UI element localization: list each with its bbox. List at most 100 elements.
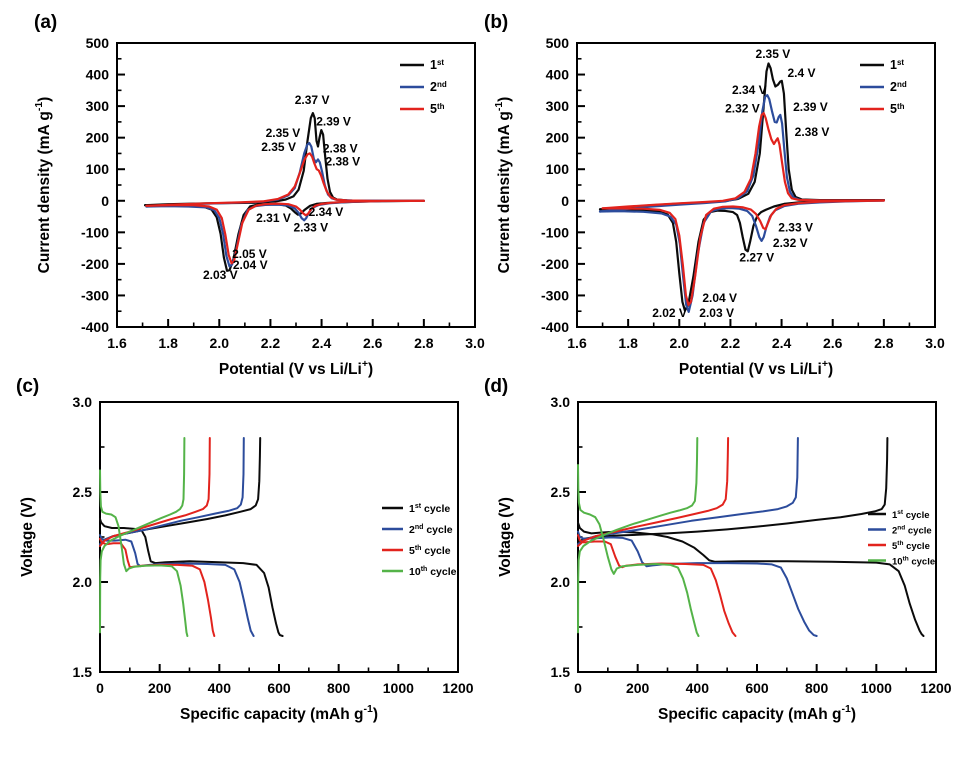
peak-annotation: 2.03 V [203,268,238,282]
series-line-5th [601,111,885,210]
svg-text:2.0: 2.0 [670,335,690,351]
series-line-10th-cycle [577,437,699,634]
svg-text:2.4: 2.4 [772,335,792,351]
legend-label: 5th cycle [892,540,930,552]
series-line-10th-cycle [577,464,700,637]
peak-annotations: 2.35 V 2.4 V 2.34 V 2.32 V 2.39 V 2.38 V 2.33 … [652,47,829,320]
axes: 0 200 400 600 800 1000 1200 1.5 2.0 2.5 3.0 Specifi… [19,394,474,723]
svg-text:800: 800 [805,680,829,696]
legend-label: 1st cycle [409,503,450,515]
svg-text:2.0: 2.0 [551,574,571,590]
peak-annotation: 2.04 V [233,258,268,272]
svg-text:-300: -300 [541,287,569,303]
svg-text:-100: -100 [81,224,109,240]
svg-text:100: 100 [546,161,570,177]
legend-label: 2nd​ [890,80,907,94]
svg-text:0: 0 [101,193,109,209]
svg-text:3.0: 3.0 [73,394,93,410]
svg-text:400: 400 [546,67,570,83]
peak-annotation: 2.34 V [309,205,344,219]
svg-text:100: 100 [86,161,110,177]
svg-text:400: 400 [686,680,710,696]
svg-text:-200: -200 [541,256,569,272]
panel-label-c: (c) [16,376,40,397]
svg-text:0: 0 [96,680,104,696]
x-axis-title: Potential (V vs Li/Li+) [219,358,373,378]
svg-text:400: 400 [86,67,110,83]
x-axis-title: Specific capacity (mAh g-1) [658,703,856,723]
legend-label: 2nd​ [430,80,447,94]
svg-text:500: 500 [86,35,110,51]
legend-label: 10th cycle [409,566,457,578]
peak-annotation: 2.02 V [652,306,687,320]
legend-label: 1st cycle [892,509,930,521]
peak-annotation: 2.31 V [256,211,291,225]
series-line-5th-cycle [577,534,737,637]
peak-annotation: 2.04 V [702,291,737,305]
svg-text:600: 600 [745,680,769,696]
series-line-2nd-cycle [577,437,799,546]
svg-text:-200: -200 [81,256,109,272]
legend-label: 10th cycle [892,556,935,568]
svg-text:1.8: 1.8 [158,335,178,351]
peak-annotation: 2.33 V [778,220,813,234]
peak-annotation: 2.35 V [266,126,301,140]
axes: 1.6 1.8 2.0 2.2 2.4 2.6 2.8 3.0 -400 -300 -200 -100… [493,35,945,378]
svg-text:200: 200 [148,680,172,696]
svg-text:3.0: 3.0 [925,335,945,351]
peak-annotation: 2.35 V [756,47,791,61]
axes: 1.6 1.8 2.0 2.2 2.4 2.6 2.8 3.0 -400 -300 -200 -100… [33,35,485,378]
peak-annotation: 2.35 V [261,140,296,154]
svg-text:200: 200 [546,130,570,146]
series-line-5th [145,199,425,265]
svg-text:1.6: 1.6 [107,335,127,351]
svg-text:2.5: 2.5 [551,484,571,500]
svg-text:300: 300 [86,98,110,114]
svg-text:200: 200 [86,130,110,146]
y-axis-title: Voltage (V) [497,497,514,577]
legend-label: 5th cycle [409,545,451,557]
peak-annotation: 2.39 V [316,115,351,129]
peak-annotation: 2.39 V [793,100,828,114]
svg-text:2.6: 2.6 [823,335,843,351]
y-axis-title: Voltage (V) [19,497,36,577]
series-line-5th [145,152,425,207]
series [577,437,925,637]
svg-text:3.0: 3.0 [465,335,485,351]
svg-text:600: 600 [267,680,291,696]
axes: 0 200 400 600 800 1000 1200 1.5 2.0 2.5 3.0 Specifi… [497,394,952,723]
svg-text:2.8: 2.8 [414,335,434,351]
svg-text:-300: -300 [81,287,109,303]
peak-annotation: 2.4 V [788,66,816,80]
peak-annotation: 2.38 V [795,125,830,139]
peak-annotation: 2.03 V [699,306,734,320]
legend: 1st cycle 2nd cycle 5th cycle 10th cycle [868,509,935,568]
legend: 1st​ 2nd​ 5th​ [400,58,447,116]
series-line-2nd-cycle [577,530,818,637]
svg-text:2.5: 2.5 [73,484,93,500]
svg-text:-100: -100 [541,224,569,240]
svg-text:-400: -400 [81,319,109,335]
svg-text:2.0: 2.0 [73,574,93,590]
series-line-1st [598,199,885,312]
series-line-1st-cycle [577,521,925,637]
svg-text:2.2: 2.2 [261,335,281,351]
series [99,437,284,637]
series [143,111,425,272]
legend-label: 1st​ [890,58,904,72]
series-line-5th [601,199,885,306]
peak-annotations: 2.37 V 2.39 V 2.35 V2.35 V 2.38 V2.38 V 2.31… [203,93,360,282]
svg-text:300: 300 [546,98,570,114]
peak-annotation: 2.32 V [725,101,760,115]
legend-label: 2nd cycle [409,524,453,536]
series-line-5th-cycle [99,437,211,547]
svg-text:1200: 1200 [442,680,473,696]
svg-text:-400: -400 [541,319,569,335]
panel-b-cv-chart: 1.6 1.8 2.0 2.2 2.4 2.6 2.8 3.0 -400 -300 -200 -100… [493,35,945,378]
peak-annotation: 2.38 V [323,141,358,155]
y-axis-title: Current density (mA g-1) [33,97,53,274]
panel-c-voltage-profile-chart: 0 200 400 600 800 1000 1200 1.5 2.0 2.5 3.0 Specifi… [19,394,474,723]
peak-annotation: 2.37 V [295,93,330,107]
series-line-10th-cycle [99,437,186,634]
